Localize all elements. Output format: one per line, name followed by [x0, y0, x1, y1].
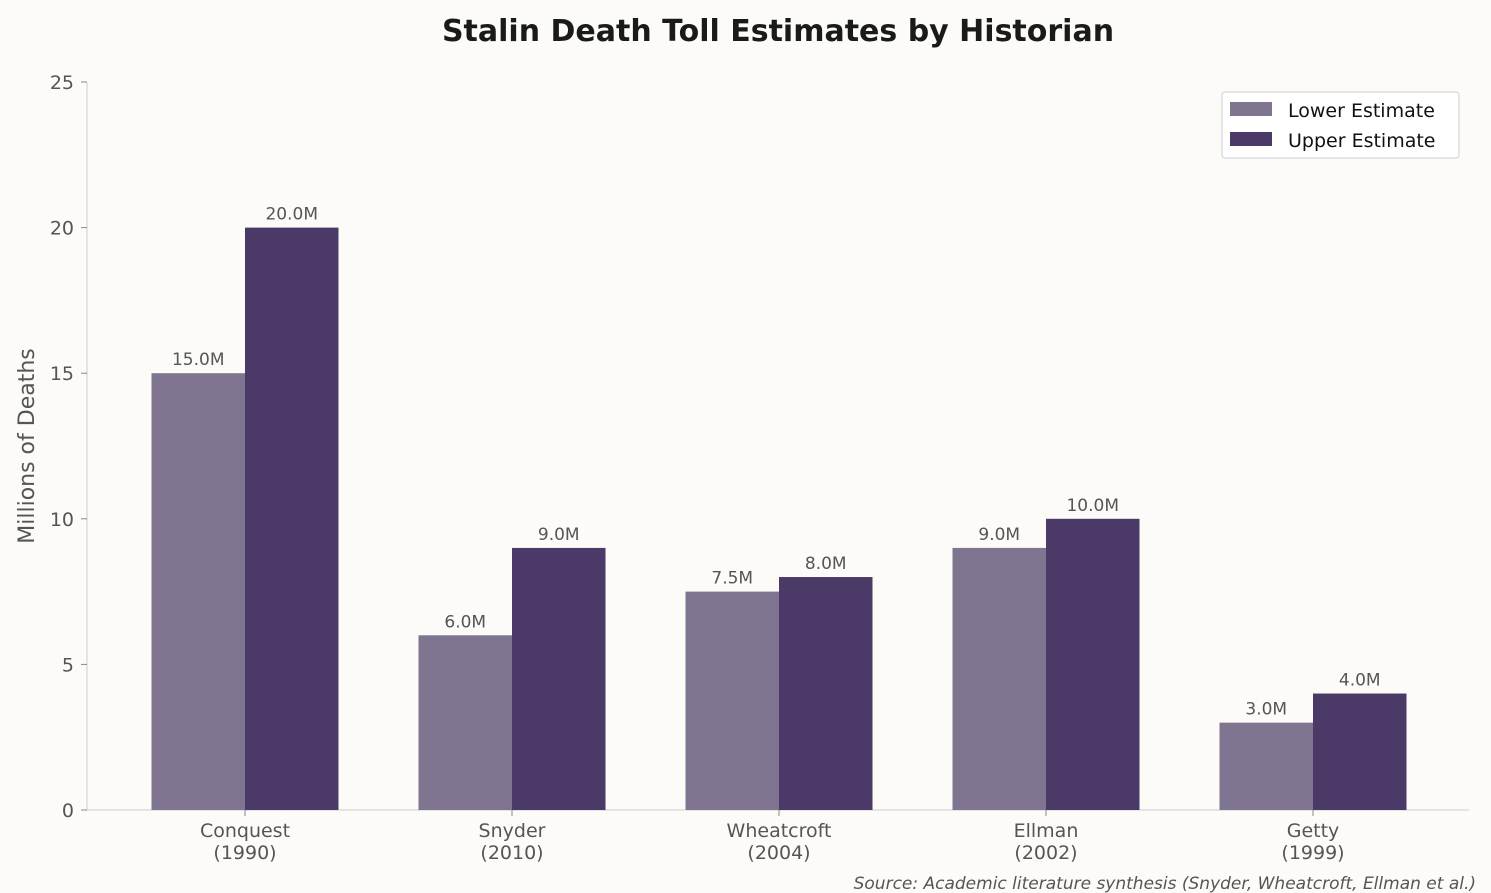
legend-box	[1221, 91, 1460, 159]
bar-lower	[418, 635, 512, 810]
x-tick-label-name: Conquest	[200, 820, 290, 842]
bar-lower	[151, 373, 245, 810]
legend-swatch-upper	[1230, 132, 1272, 146]
bar-lower	[685, 591, 779, 810]
legend: Lower Estimate Upper Estimate	[1221, 91, 1460, 159]
bar-value-label: 6.0M	[444, 612, 486, 632]
bar-value-label: 3.0M	[1245, 700, 1287, 720]
x-tick-label-year: (2002)	[1014, 842, 1077, 864]
x-tick-label-name: Getty	[1287, 820, 1340, 842]
legend-swatch-lower	[1230, 102, 1272, 116]
bar-value-label: 9.0M	[538, 525, 580, 545]
bar-upper	[1313, 693, 1407, 810]
y-tick-label: 25	[50, 72, 74, 94]
legend-label-lower: Lower Estimate	[1288, 100, 1435, 122]
chart-title: Stalin Death Toll Estimates by Historian	[442, 14, 1114, 49]
y-axis-label: Millions of Deaths	[15, 348, 40, 543]
bar-value-label: 8.0M	[805, 554, 847, 574]
y-tick-label: 10	[50, 509, 74, 531]
y-tick-label: 15	[50, 363, 74, 385]
y-tick-label: 20	[50, 218, 74, 240]
y-tick-label: 5	[62, 654, 74, 676]
y-tick-label: 0	[62, 800, 74, 822]
bar-upper	[512, 547, 606, 810]
bar-value-label: 10.0M	[1066, 496, 1119, 516]
source-note: Source: Academic literature synthesis (S…	[854, 874, 1476, 893]
x-tick-label-year: (2004)	[747, 842, 810, 864]
x-tick-label-year: (1990)	[213, 842, 276, 864]
bar-upper	[779, 577, 873, 810]
bar-value-label: 7.5M	[711, 569, 753, 589]
bar-lower	[1219, 722, 1313, 810]
bar-value-label: 20.0M	[265, 205, 318, 225]
bar-value-label: 4.0M	[1339, 671, 1381, 691]
x-tick-label-name: Snyder	[479, 820, 546, 842]
bar-value-label: 9.0M	[978, 525, 1020, 545]
bar-upper	[1046, 518, 1140, 810]
x-tick-label-year: (1999)	[1281, 842, 1344, 864]
legend-label-upper: Upper Estimate	[1288, 130, 1436, 152]
x-tick-label-year: (2010)	[480, 842, 543, 864]
bar-lower	[952, 547, 1046, 810]
x-tick-label-name: Wheatcroft	[727, 820, 832, 842]
x-tick-label-name: Ellman	[1014, 820, 1079, 842]
bar-value-label: 15.0M	[172, 350, 225, 370]
bar-upper	[245, 227, 339, 811]
